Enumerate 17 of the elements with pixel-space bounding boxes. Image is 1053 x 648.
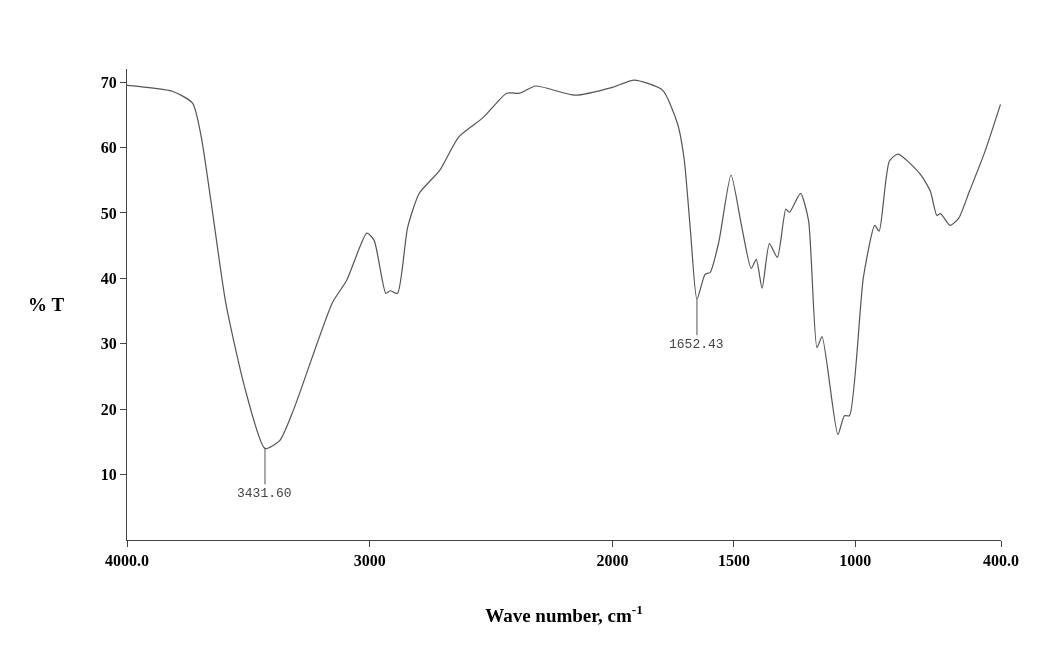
x-tick-label: 3000 — [353, 552, 386, 570]
annotation: 3431.60 — [237, 486, 292, 501]
x-tick-label: 2000 — [596, 552, 629, 570]
y-tick-label: 10 — [100, 466, 117, 484]
y-tick-label: 30 — [100, 335, 117, 353]
x-axis-title: Wave number, cm$^{-1}$ — [485, 602, 643, 626]
x-tick-label: 1000 — [839, 552, 872, 570]
y-axis-title: % T — [28, 294, 65, 315]
x-tick-label: 4000.0 — [105, 552, 149, 570]
y-tick-label: 20 — [100, 400, 117, 418]
y-tick-label: 50 — [100, 204, 117, 222]
y-tick-label: 40 — [100, 269, 117, 287]
y-tick-label: 60 — [100, 139, 117, 157]
x-tick-label: 400.0 — [983, 552, 1019, 570]
annotation: 1652.43 — [669, 337, 724, 352]
x-tick-label: 1500 — [717, 552, 750, 570]
y-tick-label: 70 — [100, 73, 117, 91]
